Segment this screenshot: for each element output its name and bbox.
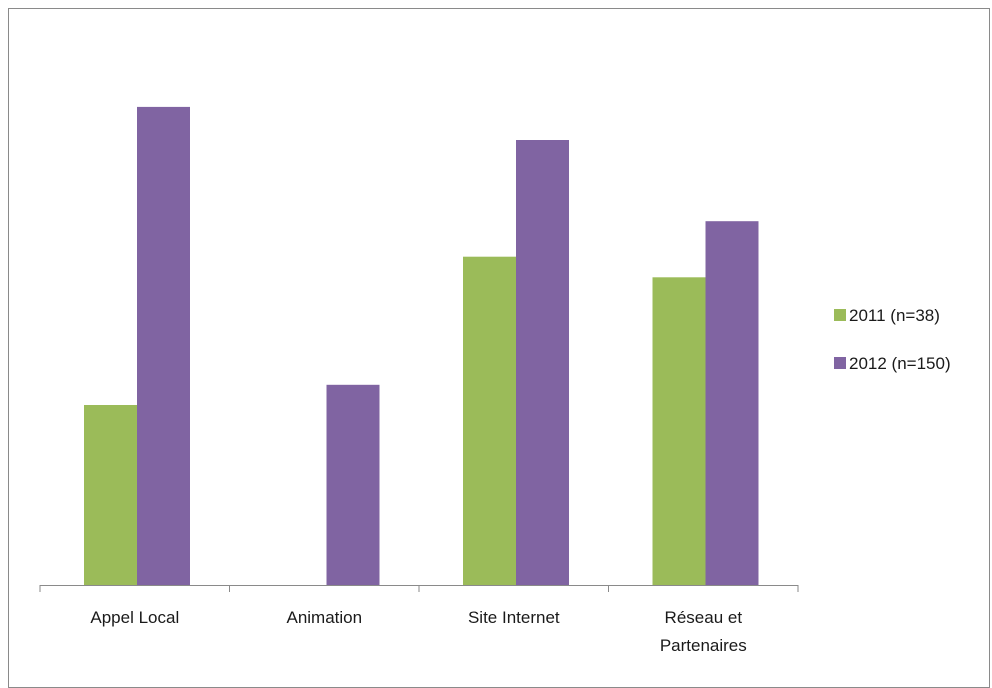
- bar-2012-3: [705, 221, 759, 585]
- bar-2011-0: [84, 405, 137, 585]
- bar-2011-3: [652, 277, 706, 585]
- x-tick-label-3-line-1: Partenaires: [660, 636, 747, 655]
- legend-swatch-1: [834, 357, 846, 369]
- x-tick-label-1: Animation: [286, 608, 362, 627]
- bar-2012-2: [516, 140, 569, 585]
- bar-2012-0: [137, 106, 190, 586]
- legend-label-1: 2012 (n=150): [849, 354, 951, 373]
- bar-2011-2: [463, 256, 516, 585]
- bar-chart: Appel Local Animation Site Internet Réseau …: [39, 106, 951, 655]
- legend-label-0: 2011 (n=38): [849, 306, 940, 325]
- x-tick-label-2: Site Internet: [468, 608, 560, 627]
- x-tick-label-3-line-0: Réseau et: [665, 608, 743, 627]
- bar-2012-1: [326, 384, 380, 585]
- x-tick-label-0: Appel Local: [90, 608, 179, 627]
- legend-swatch-0: [834, 309, 846, 321]
